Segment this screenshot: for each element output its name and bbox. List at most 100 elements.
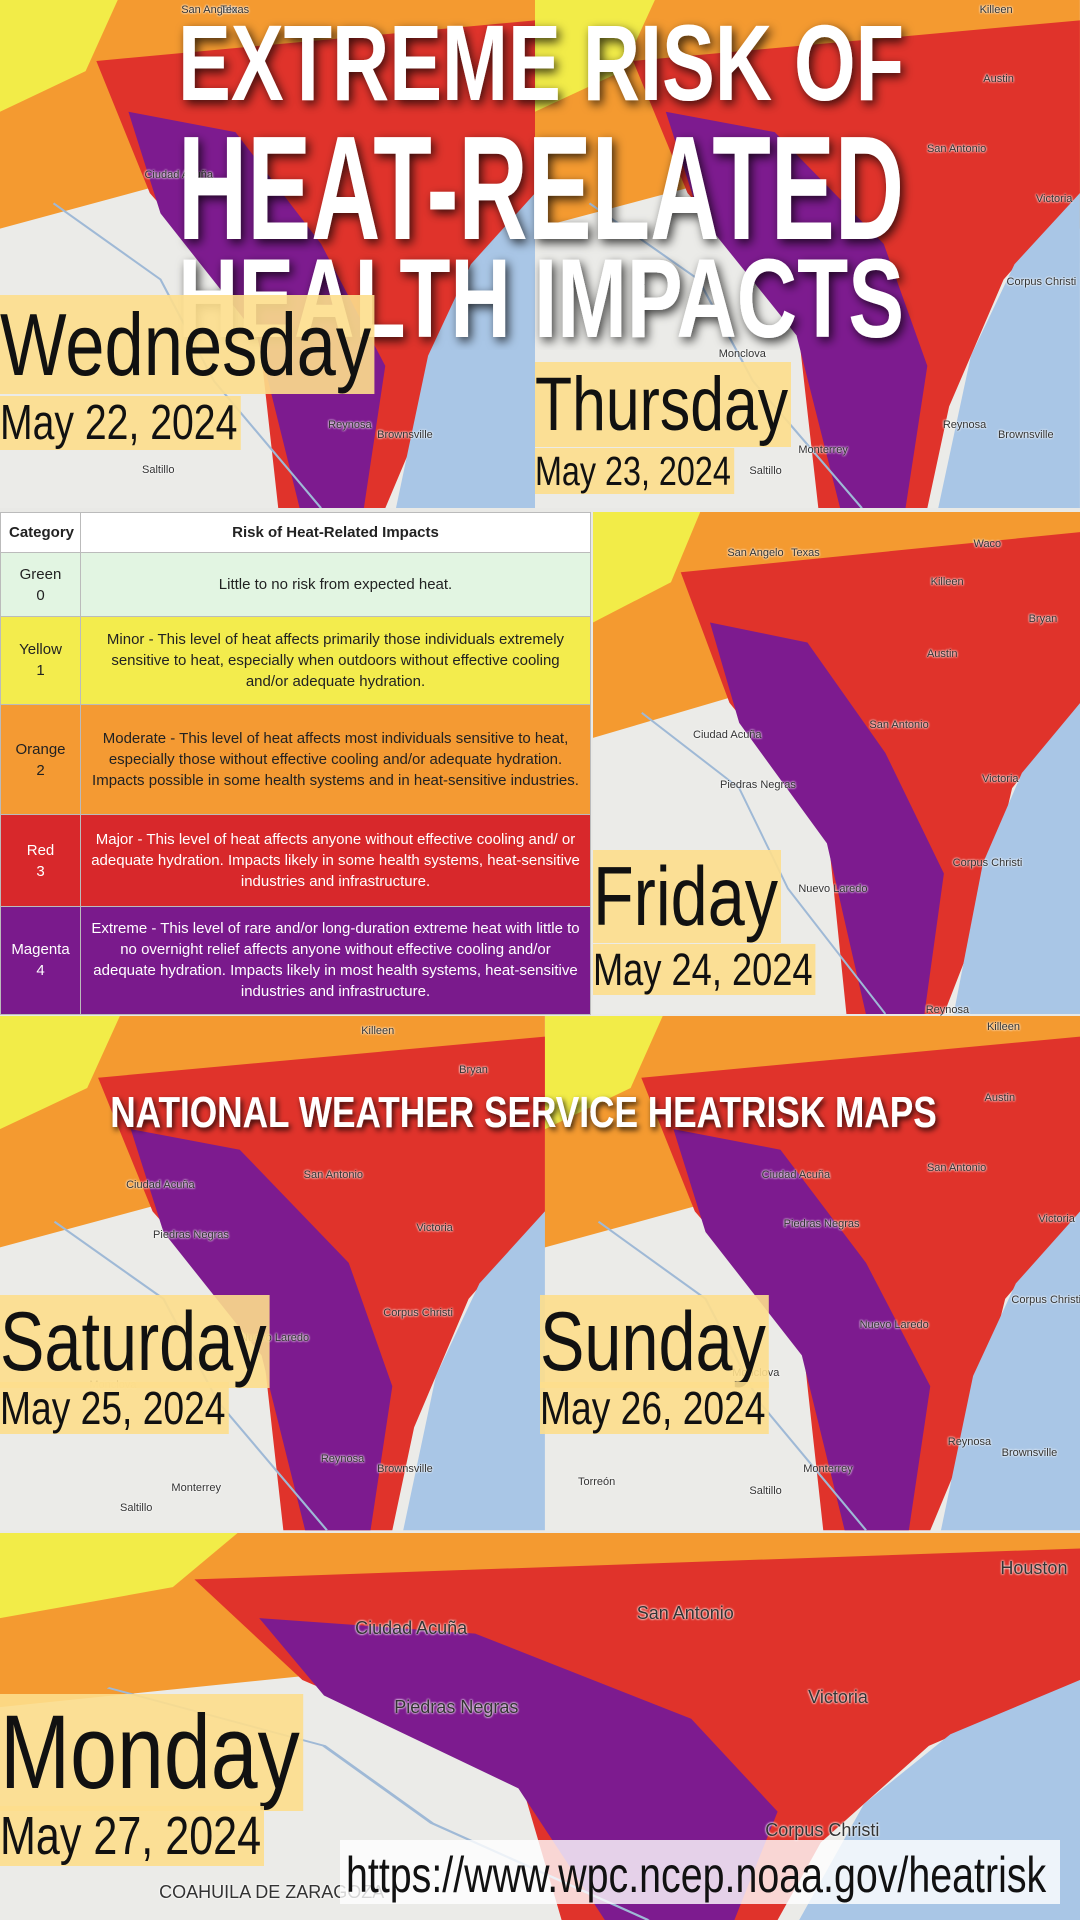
category-name: Magenta [11,941,70,959]
city-label: San Antonio [926,143,987,156]
city-label: Piedras Negras [153,1229,229,1242]
day-text: Saturday [0,1295,270,1389]
date-text: May 23, 2024 [535,447,735,494]
date-label: May 26, 2024 [540,1381,769,1434]
city-label: San Angelo [181,3,238,16]
date-label: May 27, 2024 [0,1805,265,1866]
city-label: Corpus Christi [1011,1294,1080,1307]
category-cell: Green 0 [0,552,81,617]
description-cell: Moderate - This level of heat affects mo… [80,704,591,816]
city-label: Bryan [1028,613,1058,626]
category-cell: Orange 2 [0,704,81,816]
city-label: Killeen [979,3,1013,16]
url-text: https://www.wpc.ncep.noaa.gov/heatrisk [346,1847,1047,1903]
description-cell: Extreme - This level of rare and/or long… [80,906,591,1015]
city-label: Corpus Christi [383,1306,453,1319]
day-text: Friday [592,849,781,943]
category-level: 3 [36,862,45,880]
city-label: San Antonio [926,1162,987,1175]
subtitle-text: NATIONAL WEATHER SERVICE HEATRISK MAPS [110,1088,937,1137]
risk-table: Category Risk of Heat-Related Impacts Gree… [0,511,591,1015]
city-label: Corpus Christi [952,857,1023,870]
city-label: Brownsville [377,428,433,441]
city-label: Victoria [416,1222,453,1235]
day-text: Wednesday [0,295,375,395]
city-label: Saltillo [142,464,175,477]
url-background [340,1840,1061,1905]
city-label: Piedras Negras [720,778,796,791]
description-cell: Minor - This level of heat affects prima… [80,615,591,706]
risk-yellow [0,0,118,112]
water [403,1211,545,1531]
city-label: Killeen [361,1024,395,1037]
city-label: Ciudad Acuña [126,1179,195,1192]
date-label: May 24, 2024 [592,943,816,995]
risk-row: Red 3 Major - This level of heat affects a… [0,814,591,908]
heatrisk-map [0,0,536,509]
city-label: San Antonio [636,1602,734,1623]
city-label: Piedras Negras [783,1218,860,1231]
risk-row: Green 0 Little to no risk from expected he… [0,552,591,617]
risk-row: Yellow 1 Minor - This level of heat affect… [0,615,591,706]
city-label: Reynosa [925,1004,970,1017]
day-label: Monday [0,1693,303,1811]
header-cell: Category [0,511,81,554]
city-label: Victoria [1035,193,1073,206]
city-label: San Antonio [869,718,929,731]
category-level: 4 [36,962,45,980]
category-level: 0 [36,586,45,604]
city-label: Nuevo Laredo [798,882,868,895]
river [588,202,863,509]
city-label: Waco [973,537,1002,550]
category-name: Red [26,841,55,859]
category-cell: Magenta 4 [0,906,81,1015]
risk-yellow [592,511,700,623]
city-label: Piedras Negras [394,1697,519,1718]
city-label: Killeen [930,575,964,588]
title-line: HEAT-RELATED [178,106,904,271]
risk-row: Magenta 4 Extreme - This level of rare and… [0,906,591,1015]
city-label: Saltillo [749,465,782,478]
city-label: Victoria [982,772,1019,785]
city-label: Reynosa [942,418,987,431]
description-cell: Major - This level of heat affects anyon… [80,814,591,908]
water [938,193,1080,509]
city-label: Victoria [1038,1213,1075,1226]
city-label: Victoria [808,1687,868,1708]
category-cell: Yellow 1 [0,615,81,706]
date-label: May 23, 2024 [535,447,735,494]
city-label: Reynosa [328,418,372,431]
risk-magenta [709,622,944,1014]
city-label: Monclova [718,347,766,360]
risk-magenta [673,1129,931,1531]
date-text: May 27, 2024 [0,1805,265,1866]
category-name: Green [19,565,62,583]
city-label: San Antonio [303,1169,364,1182]
risk-row: Orange 2 Moderate - This level of heat aff… [0,704,591,816]
category-level: 2 [36,761,45,779]
city-label: Ciudad Acuña [355,1617,468,1638]
date-text: May 22, 2024 [0,396,241,451]
header-cell: Risk of Heat-Related Impacts [80,511,591,554]
date-text: May 25, 2024 [0,1381,229,1434]
city-label: COAHUILA DE ZARAGOZA [159,1882,385,1903]
city-label: San Angelo [727,547,784,560]
risk-magenta [665,111,928,509]
day-label: Thursday [535,362,792,448]
water [940,1211,1080,1531]
city-label: Texas [220,3,250,16]
city-label: Reynosa [320,1453,365,1466]
day-label: Wednesday [0,295,375,395]
city-label: Ciudad Acuña [761,1169,831,1182]
city-label: Saltillo [120,1502,153,1515]
city-label: Killeen [986,1021,1020,1034]
category-level: 1 [36,662,45,680]
city-label: Monterrey [798,444,848,457]
city-label: Ciudad Acuña [693,728,762,741]
heatrisk-map [544,1016,1080,1531]
day-label: Sunday [540,1295,770,1389]
city-label: Houston [1000,1557,1068,1578]
city-label: Torreón [577,1475,616,1488]
city-label: Corpus Christi [765,1819,880,1840]
